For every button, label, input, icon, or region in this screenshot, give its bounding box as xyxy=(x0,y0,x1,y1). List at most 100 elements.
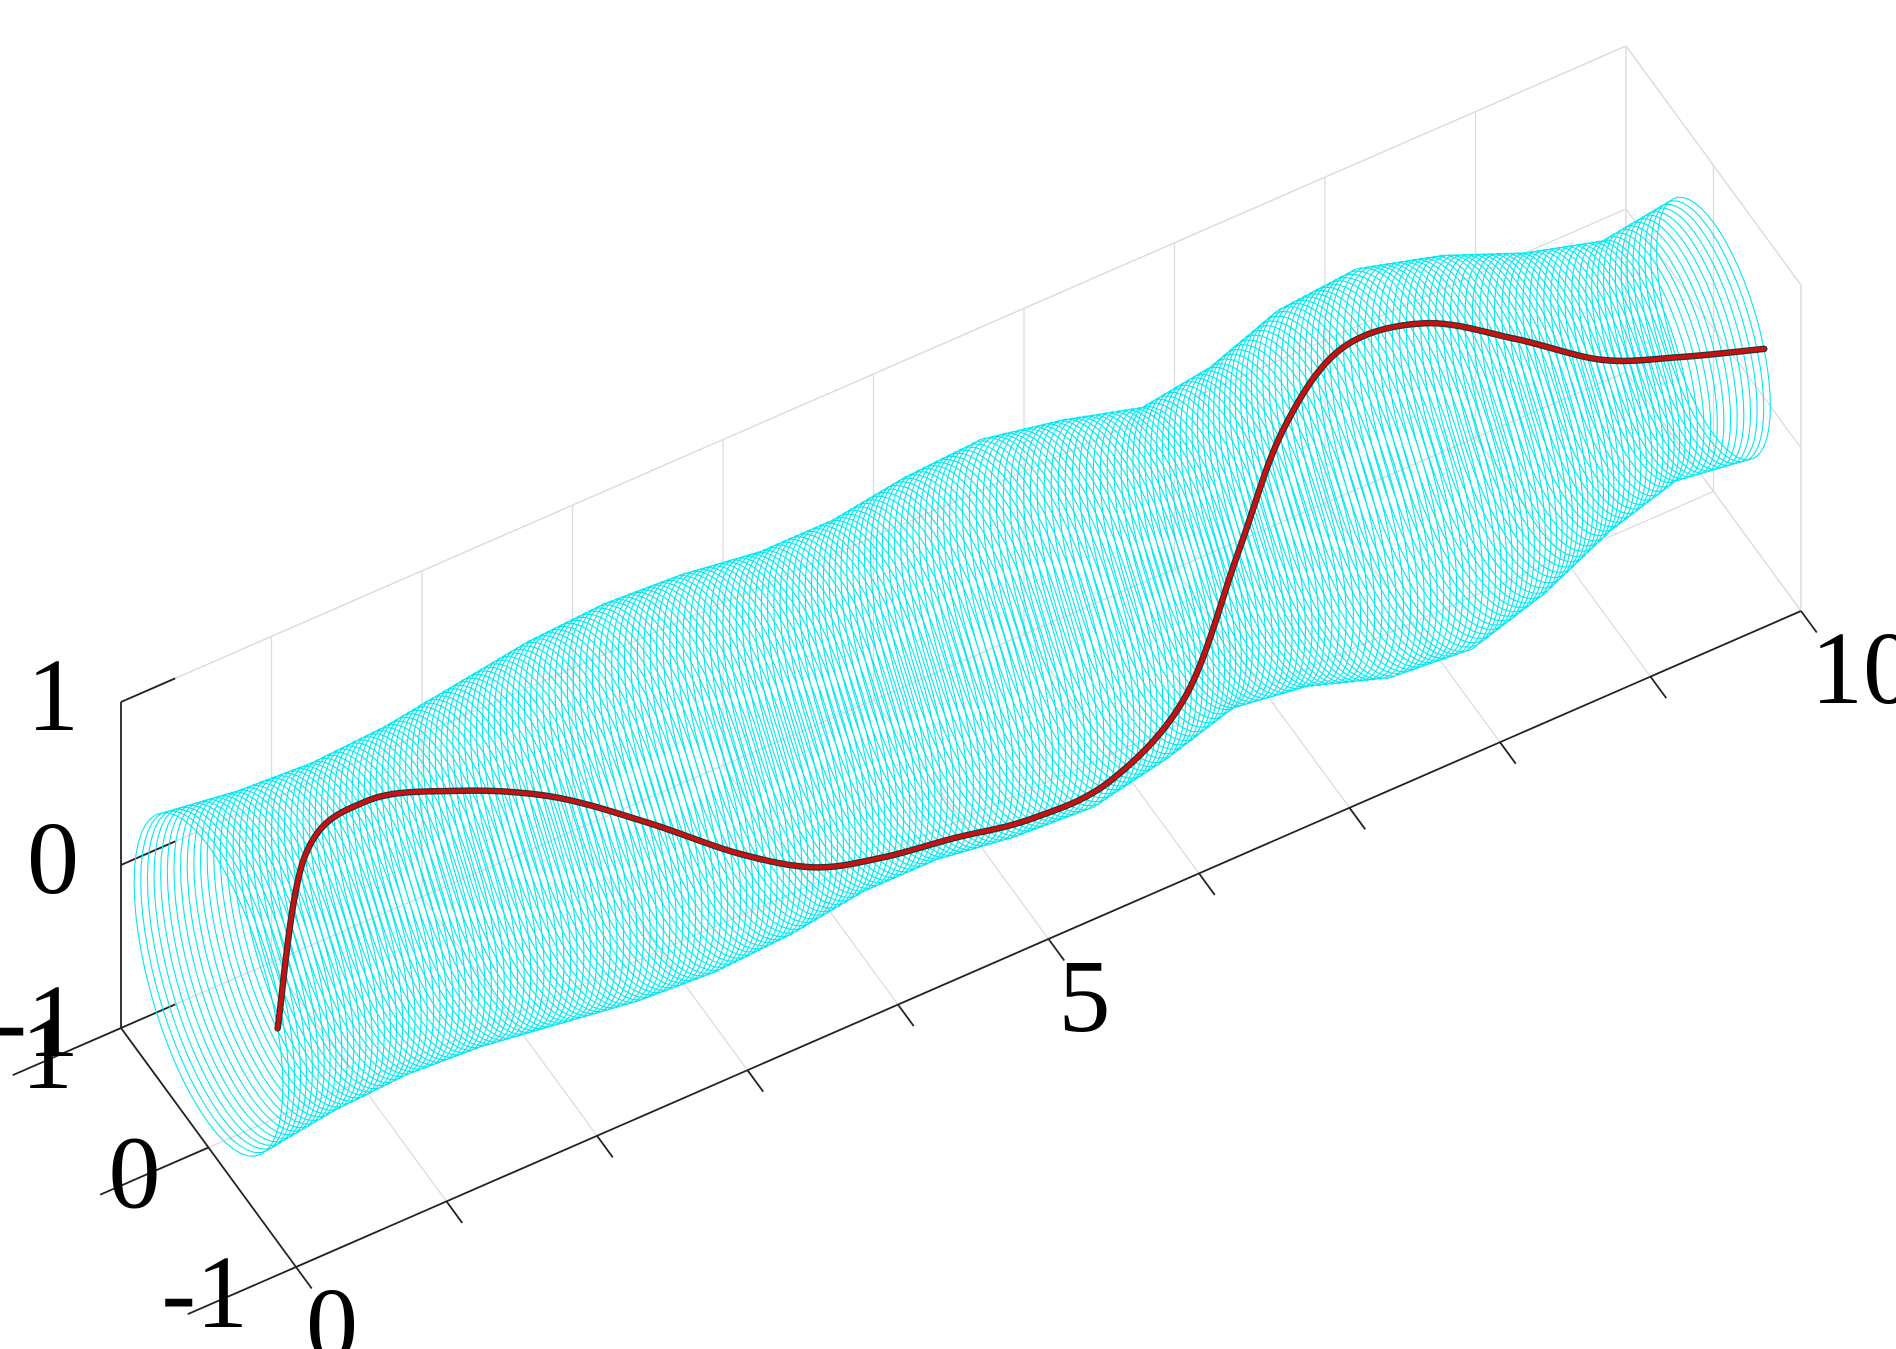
surface-ring xyxy=(387,709,532,1041)
y-tick xyxy=(12,1027,122,1077)
surface-ring xyxy=(1322,270,1490,655)
surface-ring xyxy=(1016,423,1170,775)
surface-ring xyxy=(989,429,1147,791)
x-tick xyxy=(746,1069,764,1093)
surface-ring xyxy=(715,555,868,906)
surface-ring xyxy=(1229,329,1383,683)
surface-ring xyxy=(363,723,505,1049)
surface-ring xyxy=(1202,353,1347,686)
surface-ring xyxy=(375,716,519,1045)
surface-ring xyxy=(689,563,845,920)
surface-ring xyxy=(912,458,1073,827)
surface-ring xyxy=(695,561,850,916)
surface-ring xyxy=(982,431,1141,795)
surface-ring xyxy=(270,768,410,1087)
surface-ring xyxy=(792,525,942,870)
surface-ring xyxy=(1585,239,1692,484)
surface-ring xyxy=(1620,218,1732,472)
surface-ring xyxy=(180,799,325,1132)
x-tick xyxy=(1198,872,1216,896)
y-tick-label: 0 xyxy=(109,1115,161,1230)
surface-ring xyxy=(422,688,572,1030)
z-tick-label: 1 xyxy=(27,638,79,753)
surface-ring xyxy=(399,702,545,1037)
surface-ring xyxy=(1167,377,1307,695)
z-tick xyxy=(120,677,176,703)
surface-ring xyxy=(798,522,949,867)
surface-ring xyxy=(1597,232,1705,480)
surface-ring xyxy=(173,800,319,1136)
surface-ring xyxy=(153,806,302,1146)
x-tick-label: 5 xyxy=(1059,939,1111,1054)
surface-ring xyxy=(536,622,697,991)
surface-ring xyxy=(251,775,392,1096)
z-tick xyxy=(120,840,176,866)
surface-ring xyxy=(735,549,886,895)
surface-ring xyxy=(193,795,337,1125)
surface-ring xyxy=(968,434,1129,803)
grid-line xyxy=(120,371,1627,1029)
surface-ring xyxy=(858,488,1014,847)
surface-ring xyxy=(1156,384,1293,699)
surface-ring xyxy=(1050,416,1198,755)
surface-ring xyxy=(869,481,1028,843)
surface-ring xyxy=(1150,388,1287,701)
surface-ring xyxy=(975,432,1135,799)
surface-ring xyxy=(709,557,862,909)
surface-ring xyxy=(238,780,379,1102)
surface-ring xyxy=(779,530,930,876)
surface-ring xyxy=(918,455,1079,825)
surface-ring xyxy=(1126,402,1260,709)
surface-ring xyxy=(264,770,404,1090)
surface-ring xyxy=(219,787,361,1111)
surface-ring xyxy=(754,541,905,887)
surface-ring xyxy=(924,452,1086,823)
surface-ring xyxy=(517,632,677,999)
surface-ring xyxy=(428,684,578,1028)
surface-ring xyxy=(529,625,690,994)
z-tick xyxy=(120,1003,176,1029)
surface-ring xyxy=(748,544,898,889)
surface-ring xyxy=(133,812,284,1157)
surface-ring xyxy=(906,461,1066,830)
surface-ring xyxy=(277,765,416,1084)
surface-ring xyxy=(1398,256,1552,608)
surface-ring xyxy=(1405,255,1558,604)
surface-ring xyxy=(523,628,684,996)
x-tick xyxy=(596,1135,614,1158)
surface-ring xyxy=(405,698,552,1035)
surface-ring xyxy=(186,797,331,1129)
y-tick xyxy=(99,1146,209,1196)
surface-ring xyxy=(226,784,367,1108)
surface-ring xyxy=(702,559,856,913)
surface-ring xyxy=(1099,409,1237,724)
surface-ring xyxy=(949,440,1111,813)
surface-ring xyxy=(887,471,1047,837)
x-tick xyxy=(1499,741,1517,765)
x-tick xyxy=(445,1200,463,1224)
surface-ring xyxy=(863,484,1021,845)
surface-ring xyxy=(722,553,874,902)
surface-ring xyxy=(766,536,917,881)
surface-ring xyxy=(936,446,1099,818)
surface-ring xyxy=(1196,358,1340,687)
surface-ring xyxy=(206,791,349,1118)
surface-ring xyxy=(1632,210,1745,468)
surface-ring xyxy=(1591,236,1698,482)
surface-ring xyxy=(881,474,1041,839)
surface-ring xyxy=(1161,381,1300,697)
z-tick-label: 0 xyxy=(27,801,79,916)
surface-ring xyxy=(1132,398,1267,707)
surface-ring xyxy=(1120,406,1253,711)
surface-ring xyxy=(961,435,1124,807)
surface-ring xyxy=(655,572,815,938)
surface-ring xyxy=(1002,426,1158,783)
surface-ring xyxy=(1078,412,1220,737)
surface-ring xyxy=(1213,344,1362,685)
surface-ring xyxy=(232,782,373,1105)
surface-ring xyxy=(542,619,703,989)
surface-ring xyxy=(662,570,821,934)
surface-ring xyxy=(505,638,665,1003)
y-tick-label: -1 xyxy=(161,1235,248,1349)
surface-ring xyxy=(140,810,290,1154)
